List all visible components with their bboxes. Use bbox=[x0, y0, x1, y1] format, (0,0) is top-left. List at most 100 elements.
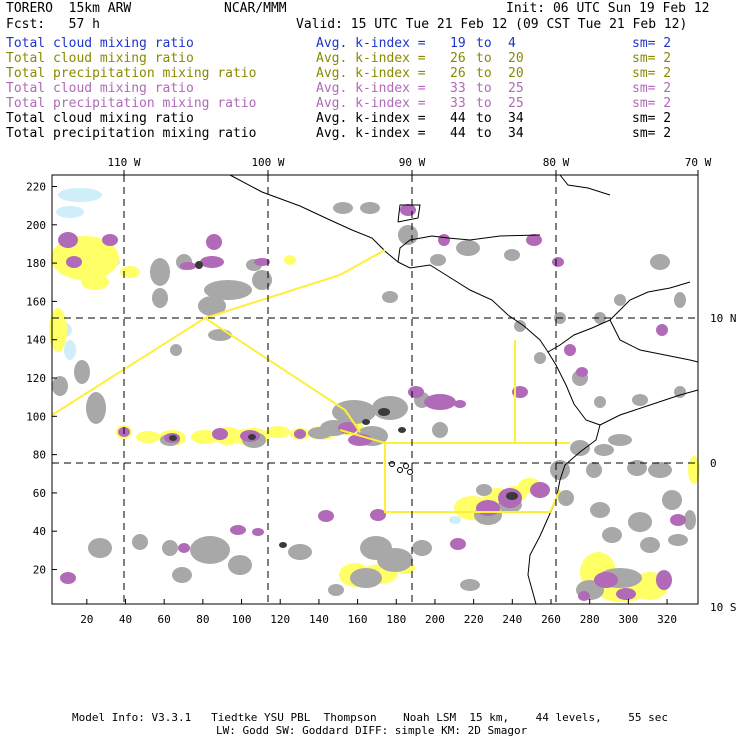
cloud-grey-region bbox=[86, 392, 106, 424]
cloud-core bbox=[169, 435, 177, 441]
cloud-grey-region bbox=[308, 427, 332, 439]
cloud-high-region bbox=[424, 394, 456, 410]
y-axis-tick-label: 220 bbox=[26, 180, 46, 193]
cloud-high-region bbox=[58, 232, 78, 248]
y-axis-tick-label: 180 bbox=[26, 257, 46, 270]
cloud-grey-region bbox=[614, 294, 626, 306]
legend-kindex-label: Avg. k-index = bbox=[316, 36, 426, 51]
domain-outline bbox=[51, 249, 386, 416]
y-axis-tick-label: 60 bbox=[33, 487, 46, 500]
cloud-grey-region bbox=[602, 527, 622, 543]
cloud-high-region bbox=[656, 324, 668, 336]
cloud-grey-region bbox=[170, 344, 182, 356]
legend-kindex-to: 25 bbox=[508, 81, 524, 96]
cloud-grey-region bbox=[476, 484, 492, 496]
cloud-high-region bbox=[564, 344, 576, 356]
legend-smoothing: sm= 2 bbox=[632, 51, 672, 66]
cloud-high-region bbox=[450, 538, 466, 550]
cloud-grey-region bbox=[377, 548, 413, 572]
legend-field: Total precipitation mixing ratio bbox=[6, 66, 257, 81]
model-info-line2: LW: Godd SW: Goddard DIFF: simple KM: 2D… bbox=[216, 724, 528, 737]
cloud-grey-region bbox=[430, 254, 446, 266]
cloud-high-region bbox=[576, 367, 588, 377]
cloud-grey-region bbox=[208, 329, 232, 341]
legend-field: Total precipitation mixing ratio bbox=[6, 96, 257, 111]
legend-kindex-to-word: to bbox=[476, 81, 492, 96]
legend-smoothing: sm= 2 bbox=[632, 126, 672, 141]
cloud-high-region bbox=[526, 234, 542, 246]
cloud-grey-region bbox=[328, 584, 344, 596]
valid-time: Valid: 15 UTC Tue 21 Feb 12 (09 CST Tue … bbox=[296, 17, 688, 32]
domain-outline bbox=[204, 317, 361, 433]
cloud-grey-region bbox=[594, 312, 606, 324]
x-axis-tick-label: 320 bbox=[657, 613, 677, 626]
cloud-high-region bbox=[670, 514, 686, 526]
legend-smoothing: sm= 2 bbox=[632, 96, 672, 111]
init-time: Init: 06 UTC Sun 19 Feb 12 bbox=[506, 1, 710, 16]
cloud-low-region bbox=[58, 188, 102, 202]
cloud-grey-region bbox=[190, 536, 230, 564]
legend-kindex-from: 26 bbox=[450, 66, 466, 81]
longitude-label: 70 W bbox=[685, 156, 712, 169]
x-axis-tick-label: 100 bbox=[232, 613, 252, 626]
legend-kindex-to: 20 bbox=[508, 51, 524, 66]
cloud-grey-region bbox=[594, 444, 614, 456]
legend-kindex-from: 33 bbox=[450, 96, 466, 111]
cloud-high-region bbox=[594, 572, 618, 588]
coastline bbox=[609, 319, 699, 363]
galapagos-island bbox=[397, 467, 403, 473]
x-axis-tick-label: 120 bbox=[270, 613, 290, 626]
cloud-grey-region bbox=[152, 288, 168, 308]
cloud-grey-region bbox=[650, 254, 670, 270]
cloud-high-region bbox=[476, 500, 500, 516]
cloud-core bbox=[506, 492, 518, 500]
cloud-high-region bbox=[616, 588, 636, 600]
cloud-grey-region bbox=[534, 352, 546, 364]
coastline bbox=[559, 174, 611, 196]
coastline bbox=[599, 389, 699, 426]
cloud-high-region bbox=[530, 482, 550, 498]
longitude-label: 110 W bbox=[107, 156, 140, 169]
x-axis-tick-label: 160 bbox=[348, 613, 368, 626]
legend-kindex-to-word: to bbox=[476, 96, 492, 111]
coastline bbox=[609, 281, 691, 321]
cloud-grey-region bbox=[460, 579, 480, 591]
cloud-grey-region bbox=[627, 460, 647, 476]
legend-kindex-to-word: to bbox=[476, 51, 492, 66]
cloud-high-region bbox=[102, 234, 118, 246]
cloud-grey-region bbox=[594, 396, 606, 408]
x-axis-tick-label: 200 bbox=[425, 613, 445, 626]
cloud-grey-region bbox=[558, 490, 574, 506]
legend-kindex-to-word: to bbox=[476, 111, 492, 126]
legend-row: Total cloud mixing ratio Avg. k-index = 19… bbox=[6, 36, 726, 51]
precip-mid-region bbox=[284, 255, 296, 265]
legend-kindex-from: 44 bbox=[450, 111, 466, 126]
x-axis-tick-label: 180 bbox=[386, 613, 406, 626]
cloud-grey-region bbox=[648, 462, 672, 478]
y-axis-tick-label: 100 bbox=[26, 410, 46, 423]
cloud-high-region bbox=[408, 386, 424, 398]
cloud-grey-region bbox=[456, 240, 480, 256]
cloud-grey-region bbox=[514, 320, 526, 332]
cloud-high-region bbox=[438, 234, 450, 246]
y-axis-tick-label: 200 bbox=[26, 219, 46, 232]
longitude-label: 80 W bbox=[543, 156, 570, 169]
cloud-grey-region bbox=[150, 258, 170, 286]
cloud-grey-region bbox=[333, 202, 353, 214]
legend-kindex-label: Avg. k-index = bbox=[316, 96, 426, 111]
legend-field: Total cloud mixing ratio bbox=[6, 36, 194, 51]
cloud-high-region bbox=[578, 591, 590, 601]
y-axis-tick-label: 20 bbox=[33, 564, 46, 577]
cloud-grey-region bbox=[288, 544, 312, 560]
cloud-grey-region bbox=[504, 249, 520, 261]
cloud-grey-region bbox=[252, 270, 272, 290]
legend-smoothing: sm= 2 bbox=[632, 66, 672, 81]
legend-kindex-from: 19 bbox=[450, 36, 466, 51]
x-axis-tick-label: 240 bbox=[502, 613, 522, 626]
precip-mid-region bbox=[266, 426, 290, 438]
cloud-high-region bbox=[318, 510, 334, 522]
legend-kindex-from: 44 bbox=[450, 126, 466, 141]
cloud-grey-region bbox=[628, 512, 652, 532]
y-axis-tick-label: 40 bbox=[33, 525, 46, 538]
